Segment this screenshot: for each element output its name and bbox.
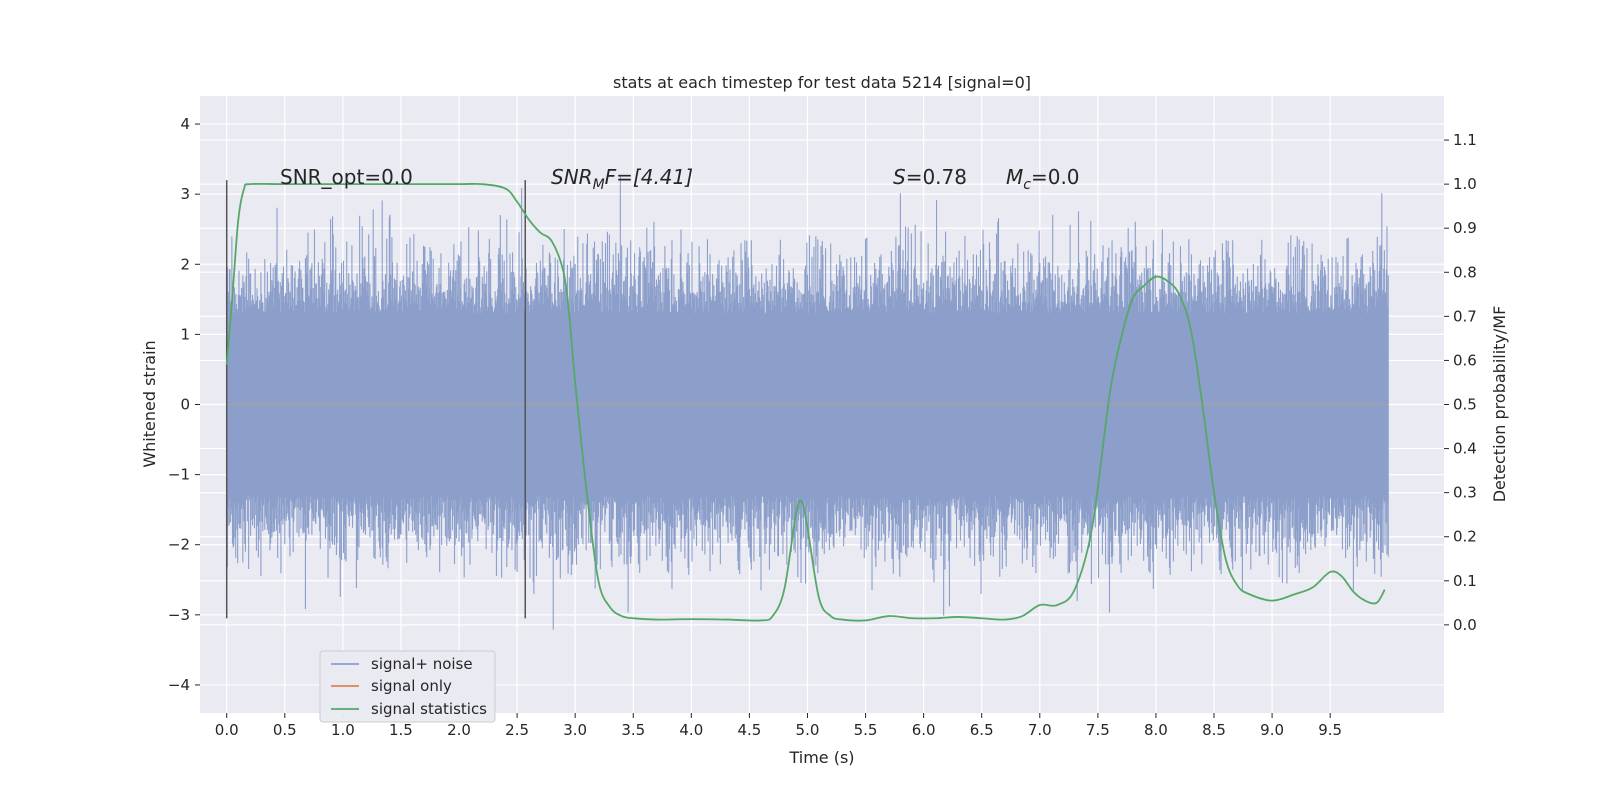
legend-label-signal-noise: signal+ noise — [371, 655, 473, 673]
x-tick-label-7: 3.5 — [621, 721, 645, 739]
legend-label-signal-only: signal only — [371, 677, 452, 695]
y-right-tick-label-0: 1.1 — [1453, 131, 1477, 149]
annotation-s: S=0.78 — [893, 165, 967, 189]
x-tick-label-14: 7.0 — [1028, 721, 1052, 739]
s-value: =0.78 — [906, 165, 967, 189]
x-tick-label-17: 8.5 — [1202, 721, 1226, 739]
y-left-tick-label-3: 1 — [180, 325, 190, 343]
x-tick-label-12: 6.0 — [912, 721, 936, 739]
legend-label-signal-statistics: signal statistics — [371, 700, 487, 718]
mc-value: =0.0 — [1031, 165, 1080, 189]
x-tick-label-9: 4.5 — [737, 721, 761, 739]
annotation-mc: Mc=0.0 — [1006, 165, 1080, 193]
y-right-tick-label-1: 1.0 — [1453, 175, 1477, 193]
y-left-tick-label-8: −4 — [168, 676, 190, 694]
y-right-tick-label-10: 0.1 — [1453, 572, 1477, 590]
x-tick-label-11: 5.5 — [854, 721, 878, 739]
x-tick-label-6: 3.0 — [563, 721, 587, 739]
y-left-tick-label-6: −2 — [168, 536, 190, 554]
x-tick-label-5: 2.5 — [505, 721, 529, 739]
x-tick-label-8: 4.0 — [679, 721, 703, 739]
x-tick-label-16: 8.0 — [1144, 721, 1168, 739]
y-left-tick-label-4: 0 — [180, 396, 190, 414]
y-right-tick-label-7: 0.4 — [1453, 440, 1477, 458]
mc-subscript: c — [1023, 177, 1031, 193]
y-left-tick-label-2: 2 — [180, 255, 190, 273]
snr-mf-sub: M — [593, 177, 605, 193]
y-right-tick-label-2: 0.9 — [1453, 219, 1477, 237]
x-tick-label-18: 9.0 — [1260, 721, 1284, 739]
vertical-markers — [225, 180, 526, 619]
s-symbol: S — [893, 165, 906, 189]
annotation-snr-mf: SNRMF=[4.41] — [551, 165, 693, 193]
snr-mf-rest-f: F=[4.41] — [605, 165, 693, 189]
signal-statistics-series — [225, 182, 1386, 622]
x-tick-label-1: 0.5 — [273, 721, 297, 739]
y-left-axis-label: Whitened strain — [140, 340, 159, 467]
x-axis-label: Time (s) — [788, 748, 854, 767]
x-tick-label-19: 9.5 — [1318, 721, 1342, 739]
y-left-tick-label-7: −3 — [168, 606, 190, 624]
x-tick-label-10: 5.0 — [796, 721, 820, 739]
y-right-tick-label-4: 0.7 — [1453, 307, 1477, 325]
snr-mf-base: SNR — [551, 165, 593, 189]
y-left-tick-label-0: 4 — [180, 115, 190, 133]
y-right-tick-label-9: 0.2 — [1453, 528, 1477, 546]
y-right-tick-label-6: 0.5 — [1453, 396, 1477, 414]
y-right-tick-label-8: 0.3 — [1453, 484, 1477, 502]
chart-title: stats at each timestep for test data 521… — [613, 73, 1031, 92]
legend: signal+ noise signal only signal statist… — [319, 650, 496, 723]
legend-box — [319, 650, 496, 723]
x-tick-label-15: 7.5 — [1086, 721, 1110, 739]
y-right-tick-label-11: 0.0 — [1453, 616, 1477, 634]
x-tick-label-13: 6.5 — [970, 721, 994, 739]
y-left-tick-label-1: 3 — [180, 185, 190, 203]
mc-symbol: M — [1006, 165, 1023, 189]
x-tick-label-0: 0.0 — [215, 721, 239, 739]
x-tick-label-4: 2.0 — [447, 721, 471, 739]
signal-statistics-line — [225, 182, 1386, 622]
y-left-tick-label-5: −1 — [168, 466, 190, 484]
y-left-axis-ticks: 4 3 2 1 0 −1 −2 −3 −4 — [168, 115, 200, 694]
y-right-tick-label-5: 0.6 — [1453, 351, 1477, 369]
x-tick-label-3: 1.5 — [389, 721, 413, 739]
y-right-tick-label-3: 0.8 — [1453, 263, 1477, 281]
annotation-snr-opt: SNR_opt=0.0 — [280, 165, 413, 189]
x-axis-ticks: 0.0 0.5 1.0 1.5 2.0 2.5 3.0 3.5 4.0 4.5 5.0 5.5 6.0 6… — [215, 713, 1342, 739]
x-tick-label-2: 1.0 — [331, 721, 355, 739]
y-right-axis-label: Detection probability/MF — [1490, 306, 1509, 503]
y-right-axis-ticks: 1.1 1.0 0.9 0.8 0.7 0.6 0.5 0.4 0.3 0.2 0.1 0.0 — [1444, 131, 1477, 634]
